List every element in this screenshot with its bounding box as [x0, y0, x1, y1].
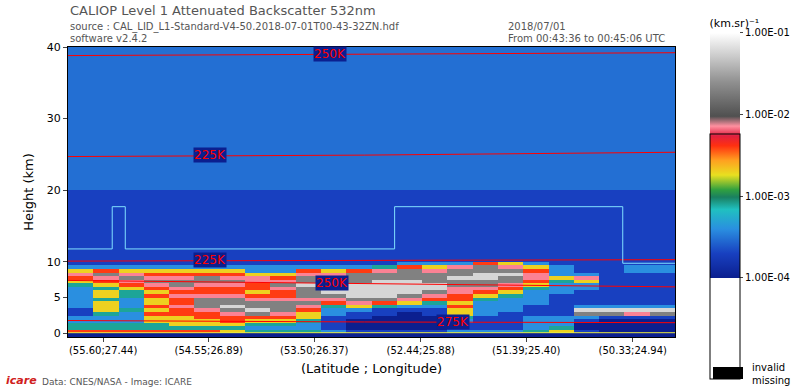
svg-text:20: 20 — [47, 184, 61, 197]
html-text:CALIOP Level 1 Attenuated Back: CALIOP Level 1 Attenuated Backscatter 53… — [70, 3, 376, 18]
svg-text:40: 40 — [47, 41, 61, 54]
html-text:Data: CNES/NASA - Image: ICARE: Data: CNES/NASA - Image: ICARE — [42, 377, 192, 387]
svg-text:10: 10 — [47, 256, 61, 269]
svg-text:(54.55;26.89): (54.55;26.89) — [174, 345, 243, 356]
svg-text:225K: 225K — [194, 253, 226, 267]
svg-text:Height (km): Height (km) — [21, 153, 36, 230]
html-text:missing: missing — [752, 375, 791, 386]
svg-text:250K: 250K — [316, 276, 348, 290]
svg-text:(km.sr)⁻¹: (km.sr)⁻¹ — [710, 17, 760, 30]
svg-text:1.00E-01: 1.00E-01 — [745, 27, 790, 38]
svg-text:250K: 250K — [314, 47, 346, 61]
svg-text:0: 0 — [54, 327, 61, 340]
svg-text:(52.44;25.88): (52.44;25.88) — [387, 345, 456, 356]
html-text:2018/07/01: 2018/07/01 — [508, 21, 566, 32]
svg-text:(53.50;26.37): (53.50;26.37) — [280, 345, 349, 356]
svg-text:(51.39;25.40): (51.39;25.40) — [492, 345, 561, 356]
html-text:icare: icare — [6, 374, 37, 387]
html-text:From 00:43:36 to 00:45:06 UTC: From 00:43:36 to 00:45:06 UTC — [508, 33, 666, 44]
svg-text:1.00E-04: 1.00E-04 — [745, 272, 790, 283]
svg-text:275K: 275K — [437, 315, 469, 329]
svg-text:1.00E-03: 1.00E-03 — [745, 191, 790, 202]
svg-text:225K: 225K — [194, 148, 226, 162]
svg-text:5: 5 — [54, 291, 61, 304]
html-text:source : CAL_LID_L1-Standard-V: source : CAL_LID_L1-Standard-V4-50.2018-… — [70, 21, 399, 32]
html-text:invalid: invalid — [752, 362, 786, 373]
svg-text:(50.33;24.94): (50.33;24.94) — [599, 345, 668, 356]
svg-text:(Latitude ; Longitude): (Latitude ; Longitude) — [301, 361, 442, 376]
svg-text:(55.60;27.44): (55.60;27.44) — [69, 345, 138, 356]
svg-text:30: 30 — [47, 112, 61, 125]
svg-text:1.00E-02: 1.00E-02 — [745, 109, 790, 120]
html-text:software v2.4.2: software v2.4.2 — [70, 33, 148, 44]
